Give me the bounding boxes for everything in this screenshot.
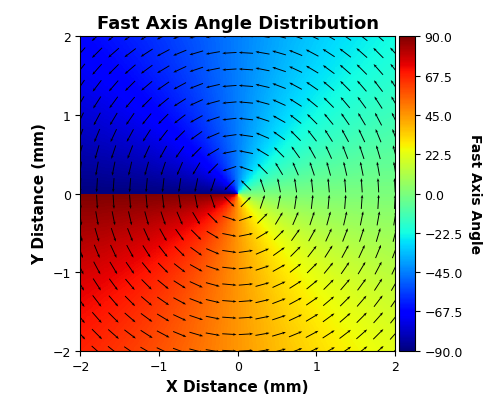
Title: Fast Axis Angle Distribution: Fast Axis Angle Distribution <box>96 15 378 33</box>
X-axis label: X Distance (mm): X Distance (mm) <box>166 379 309 394</box>
Y-axis label: Fast Axis Angle: Fast Axis Angle <box>468 134 482 254</box>
Y-axis label: Y Distance (mm): Y Distance (mm) <box>32 123 47 265</box>
